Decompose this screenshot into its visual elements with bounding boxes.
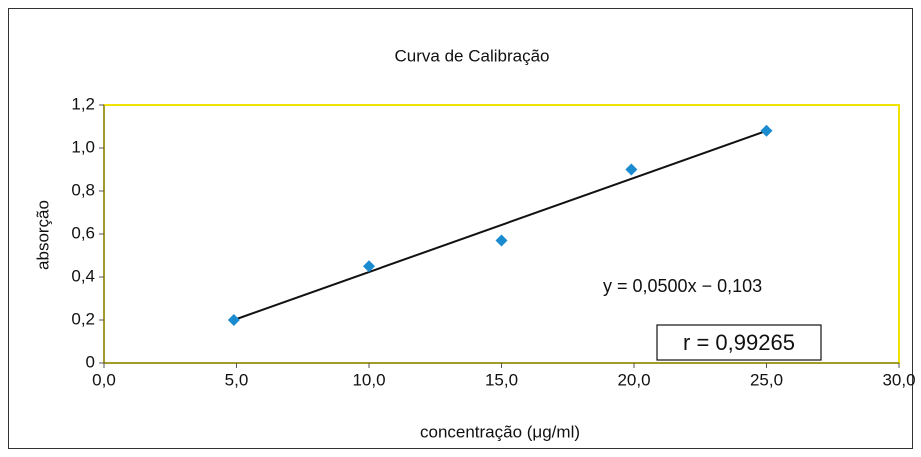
data-point (760, 124, 773, 137)
y-tick-label: 0,8 (71, 180, 95, 199)
x-tick-label: 15,0 (485, 370, 518, 389)
x-tick-label: 10,0 (352, 370, 385, 389)
x-tick-label: 25,0 (750, 370, 783, 389)
x-axis-label: concentração (μg/ml) (420, 422, 580, 441)
r-annotation: r = 0,99265 (683, 330, 795, 355)
chart-frame (8, 8, 913, 449)
x-tick-label: 0,0 (92, 370, 116, 389)
trendline (233, 129, 767, 321)
equation-annotation: y = 0,0500x − 0,103 (603, 276, 762, 296)
x-tick-label: 5,0 (225, 370, 249, 389)
data-point (495, 234, 508, 247)
r-box (656, 324, 822, 361)
y-tick-label: 0 (86, 352, 95, 371)
y-tick-label: 1,2 (71, 94, 95, 113)
y-tick-label: 0,4 (71, 266, 95, 285)
y-tick-label: 1,0 (71, 137, 95, 156)
data-point (227, 314, 240, 326)
y-tick-label: 0,2 (71, 309, 95, 328)
data-point (363, 260, 375, 273)
x-tick-label: 20,0 (617, 370, 650, 389)
y-axis-label: absorção (33, 200, 52, 270)
data-point (625, 163, 638, 176)
y-tick-label: 0,6 (71, 223, 95, 242)
x-tick-label: 30,0 (882, 370, 915, 389)
chart-title: Curva de Calibração (395, 46, 550, 65)
